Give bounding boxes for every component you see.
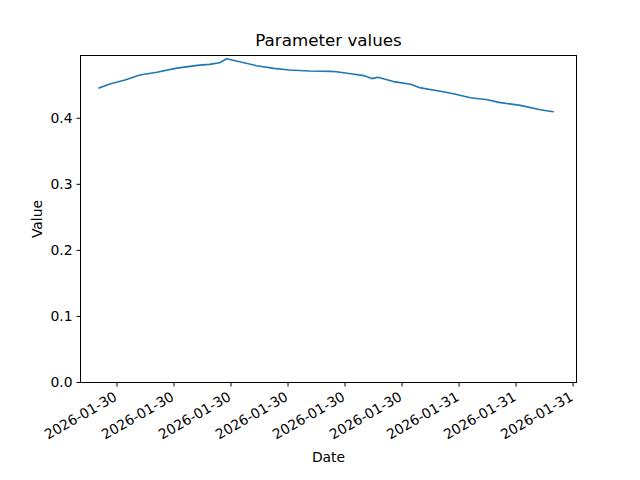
y-tick-label: 0.3	[50, 176, 72, 192]
axes-spines	[81, 56, 577, 383]
y-tick-label: 0.2	[50, 242, 72, 258]
series-line-parameter	[99, 59, 553, 112]
y-tick-label: 0.1	[50, 308, 72, 324]
plot-area: 0.00.10.20.30.42026-01-302026-01-302026-…	[0, 0, 640, 480]
y-tick-label: 0.0	[50, 374, 72, 390]
y-tick-label: 0.4	[50, 110, 72, 126]
chart-figure: Parameter values Value Date 0.00.10.20.3…	[0, 0, 640, 480]
